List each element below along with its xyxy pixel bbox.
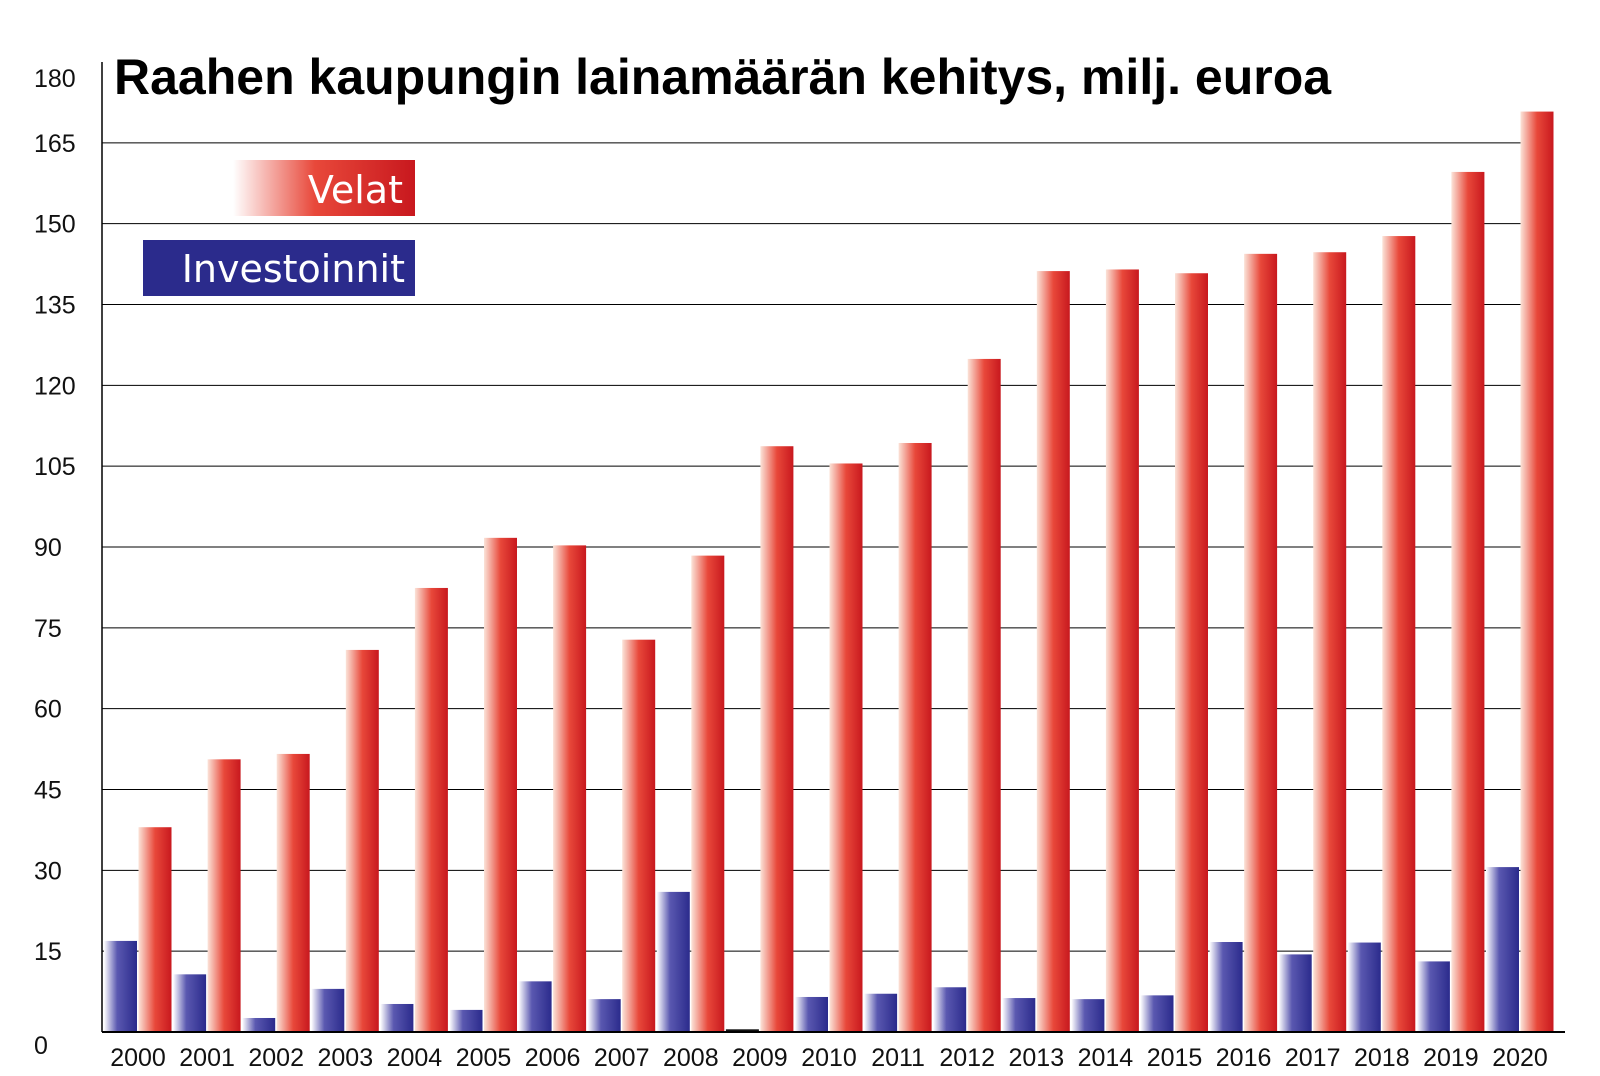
bar-investoinnit-2010: [795, 996, 828, 1032]
bar-investoinnit-2004: [380, 1003, 414, 1032]
bar-velat-2002: [276, 753, 310, 1032]
legend-label-velat: Velat: [308, 168, 403, 212]
x-tick-label: 2002: [248, 1044, 304, 1072]
bar-velat-2000: [138, 827, 172, 1032]
legend-label-investoinnit: Investoinnit: [182, 247, 405, 291]
bar-investoinnit-2000: [104, 940, 137, 1032]
bar-velat-2011: [898, 442, 932, 1032]
x-tick-label: 2017: [1285, 1044, 1341, 1072]
y-tick-label: 180: [34, 65, 76, 93]
x-tick-label: 2008: [663, 1044, 719, 1072]
bar-velat-2008: [691, 555, 725, 1032]
y-tick-label: 105: [34, 453, 76, 481]
x-tick-label: 2000: [110, 1044, 166, 1072]
x-tick-label: 2014: [1078, 1044, 1134, 1072]
y-tick-label: 15: [34, 938, 62, 966]
bar-velat-2005: [484, 537, 517, 1032]
y-tick-label: 60: [34, 696, 62, 724]
bar-velat-2017: [1313, 252, 1347, 1032]
x-tick-label: 2013: [1008, 1044, 1064, 1072]
bar-velat-2014: [1105, 269, 1139, 1032]
bar-velat-2006: [553, 545, 587, 1032]
y-tick-label: 150: [34, 211, 76, 239]
y-tick-label: 90: [34, 534, 62, 562]
bar-investoinnit-2018: [1347, 942, 1381, 1032]
bar-velat-2018: [1382, 236, 1416, 1033]
x-tick-label: 2012: [939, 1044, 995, 1072]
bar-investoinnit-2020: [1486, 867, 1519, 1032]
x-tick-label: 2004: [387, 1044, 443, 1072]
bar-velat-2009: [760, 446, 794, 1032]
x-tick-label: 2006: [525, 1044, 581, 1072]
x-tick-label: 2016: [1216, 1044, 1272, 1072]
x-tick-label: 2010: [801, 1044, 857, 1072]
bar-investoinnit-2011: [864, 993, 898, 1032]
bar-velat-2015: [1175, 273, 1208, 1032]
x-tick-label: 2001: [179, 1044, 235, 1072]
y-tick-label: 120: [34, 372, 76, 400]
bar-investoinnit-2008: [656, 891, 690, 1032]
bar-investoinnit-2013: [1002, 998, 1036, 1032]
y-tick-label: 75: [34, 615, 62, 643]
bar-velat-2004: [414, 587, 448, 1032]
y-axis-ticks: 0 15 30 45 60 75 90 105 120 135 150 165 180: [34, 65, 76, 1060]
bar-velat-2016: [1244, 253, 1278, 1032]
gridlines: [102, 142, 1528, 952]
bar-velat-2007: [622, 639, 656, 1032]
bar-investoinnit-2009: [725, 1029, 759, 1032]
chart-title: Raahen kaupungin lainamäärän kehitys, mi…: [114, 49, 1332, 105]
x-tick-label: 2003: [317, 1044, 373, 1072]
x-tick-label: 2018: [1354, 1044, 1410, 1072]
bar-velat-2013: [1036, 271, 1070, 1033]
x-tick-label: 2005: [456, 1044, 512, 1072]
bar-velat-2012: [967, 358, 1001, 1033]
bar-investoinnit-2001: [173, 974, 207, 1032]
bar-investoinnit-2006: [518, 981, 552, 1032]
x-axis-ticks: 2000 2001 2002 2003 2004 2005 2006 2007 2008 2009…: [110, 1044, 1548, 1072]
y-tick-label: 135: [34, 292, 76, 320]
x-tick-label: 2009: [732, 1044, 788, 1072]
bars: [104, 111, 1554, 1033]
bar-investoinnit-2015: [1140, 995, 1174, 1032]
bar-investoinnit-2019: [1416, 961, 1450, 1032]
y-tick-label: 30: [34, 857, 62, 885]
legend: Velat Investoinnit: [143, 160, 415, 296]
x-tick-label: 2019: [1423, 1044, 1479, 1072]
x-tick-label: 2011: [871, 1044, 925, 1072]
bar-investoinnit-2014: [1071, 999, 1105, 1032]
bar-velat-2010: [829, 463, 863, 1032]
bar-velat-2020: [1520, 111, 1554, 1033]
x-tick-label: 2007: [594, 1044, 650, 1072]
bar-velat-2003: [345, 649, 379, 1032]
bar-velat-2001: [207, 759, 241, 1032]
bar-investoinnit-2017: [1278, 954, 1312, 1032]
legend-swatch-velat: [233, 160, 415, 216]
bar-investoinnit-2007: [587, 999, 621, 1032]
bar-investoinnit-2005: [449, 1009, 483, 1032]
y-tick-label: 45: [34, 777, 62, 805]
bar-investoinnit-2002: [242, 1017, 276, 1032]
bar-investoinnit-2016: [1209, 942, 1243, 1032]
x-tick-label: 2015: [1147, 1044, 1203, 1072]
bar-investoinnit-2003: [311, 988, 345, 1032]
y-tick-label: 0: [34, 1032, 48, 1060]
x-tick-label: 2020: [1492, 1044, 1548, 1072]
y-tick-label: 165: [34, 130, 76, 158]
bar-velat-2019: [1451, 171, 1485, 1032]
legend-swatch-investoinnit: [143, 240, 415, 296]
bar-investoinnit-2012: [933, 987, 967, 1032]
